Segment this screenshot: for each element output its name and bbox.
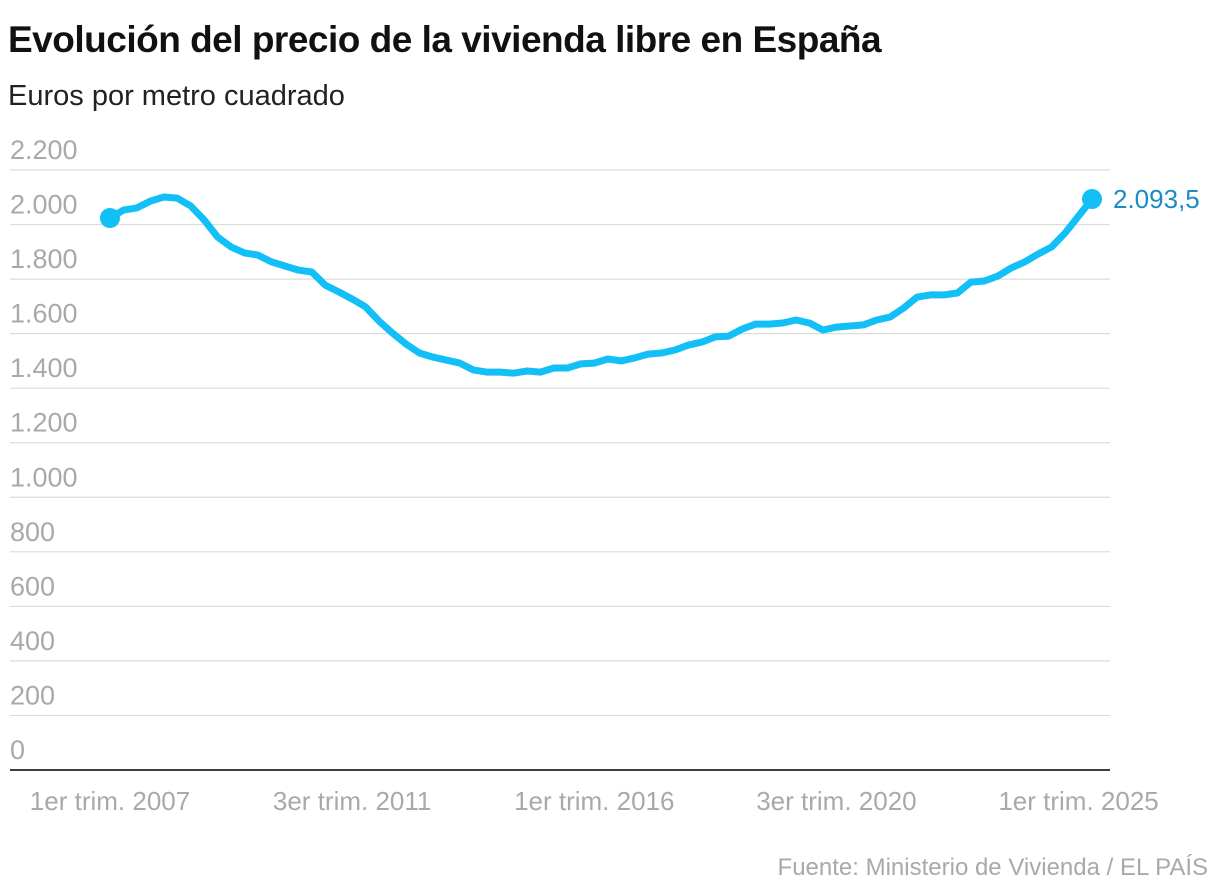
y-tick-label: 1.200	[10, 408, 78, 438]
source: Fuente: Ministerio de Vivienda / EL PAÍS	[778, 854, 1208, 881]
x-tick-label: 1er trim. 2016	[514, 786, 674, 816]
y-tick-label: 600	[10, 571, 55, 601]
y-tick-label: 0	[10, 735, 25, 765]
grid: 0 200 400 600 800 1.000 1.200 1.400 1.600 1.800 2.…	[10, 135, 1159, 816]
chart-subtitle: Euros por metro cuadrado	[8, 80, 345, 112]
x-tick-label: 1er trim. 2025	[998, 786, 1158, 816]
y-tick-label: 1.000	[10, 462, 78, 492]
y-tick-label: 1.600	[10, 299, 78, 329]
y-tick-label: 2.000	[10, 190, 78, 220]
chart-title: Evolución del precio de la vivienda libr…	[8, 19, 882, 60]
value-label: 2.093,5	[1113, 184, 1200, 214]
end-point	[100, 208, 120, 228]
x-tick-label: 1er trim. 2007	[30, 786, 190, 816]
y-tick-label: 800	[10, 517, 55, 547]
line	[106, 193, 1096, 377]
plot: 2.093,5	[100, 184, 1200, 377]
y-tick-label: 1.800	[10, 244, 78, 274]
y-tick-label: 2.200	[10, 135, 78, 165]
end-point	[1082, 189, 1102, 210]
y-tick-label: 200	[10, 680, 55, 710]
x-tick-label: 3er trim. 2011	[273, 786, 431, 816]
x-tick-label: 3er trim. 2020	[756, 786, 916, 816]
y-tick-label: 1.400	[10, 353, 78, 383]
y-tick-label: 400	[10, 626, 55, 656]
